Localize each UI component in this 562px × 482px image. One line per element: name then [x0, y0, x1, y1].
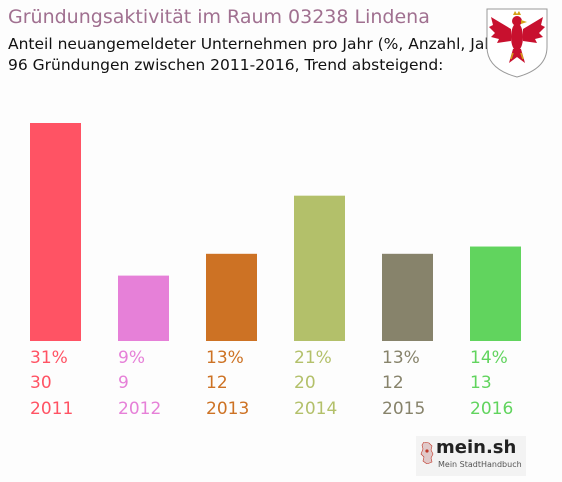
logo-tagline: Mein StadtHandbuch [438, 460, 522, 469]
bar-2012 [118, 275, 169, 341]
percent-label-2012: 9% [118, 348, 145, 368]
count-label-2013: 12 [206, 373, 228, 393]
count-label-2016: 13 [470, 373, 492, 393]
year-label-2014: 2014 [294, 399, 337, 419]
bar-2013 [206, 253, 257, 341]
year-label-2013: 2013 [206, 399, 249, 419]
percent-label-2016: 14% [470, 348, 508, 368]
percent-label-2011: 31% [30, 348, 68, 368]
year-label-2011: 2011 [30, 399, 73, 419]
year-label-2016: 2016 [470, 399, 513, 419]
year-label-2015: 2015 [382, 399, 425, 419]
brandenburg-eagle-crest-icon [486, 8, 548, 78]
count-label-2012: 9 [118, 373, 129, 393]
chart-summary: 96 Gründungen zwischen 2011-2016, Trend … [8, 56, 444, 74]
mein-sh-logo: mein.sh Mein StadtHandbuch [416, 436, 526, 476]
percent-label-2014: 21% [294, 348, 332, 368]
germany-map-icon [420, 442, 434, 464]
bar-2014 [294, 195, 345, 341]
logo-name: mein.sh [436, 437, 517, 458]
page-title: Gründungsaktivität im Raum 03238 Lindena [8, 6, 430, 28]
count-label-2015: 12 [382, 373, 404, 393]
bar-2011 [30, 123, 81, 341]
percent-label-2015: 13% [382, 348, 420, 368]
count-label-2011: 30 [30, 373, 52, 393]
year-label-2012: 2012 [118, 399, 161, 419]
percent-label-2013: 13% [206, 348, 244, 368]
chart-subtitle: Anteil neuangemeldeter Unternehmen pro J… [8, 35, 507, 53]
count-label-2014: 20 [294, 373, 316, 393]
bar-2015 [382, 253, 433, 341]
bar-2016 [470, 246, 521, 341]
